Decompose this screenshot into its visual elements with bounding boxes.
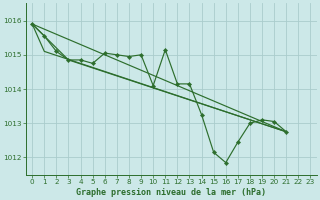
- X-axis label: Graphe pression niveau de la mer (hPa): Graphe pression niveau de la mer (hPa): [76, 188, 266, 197]
